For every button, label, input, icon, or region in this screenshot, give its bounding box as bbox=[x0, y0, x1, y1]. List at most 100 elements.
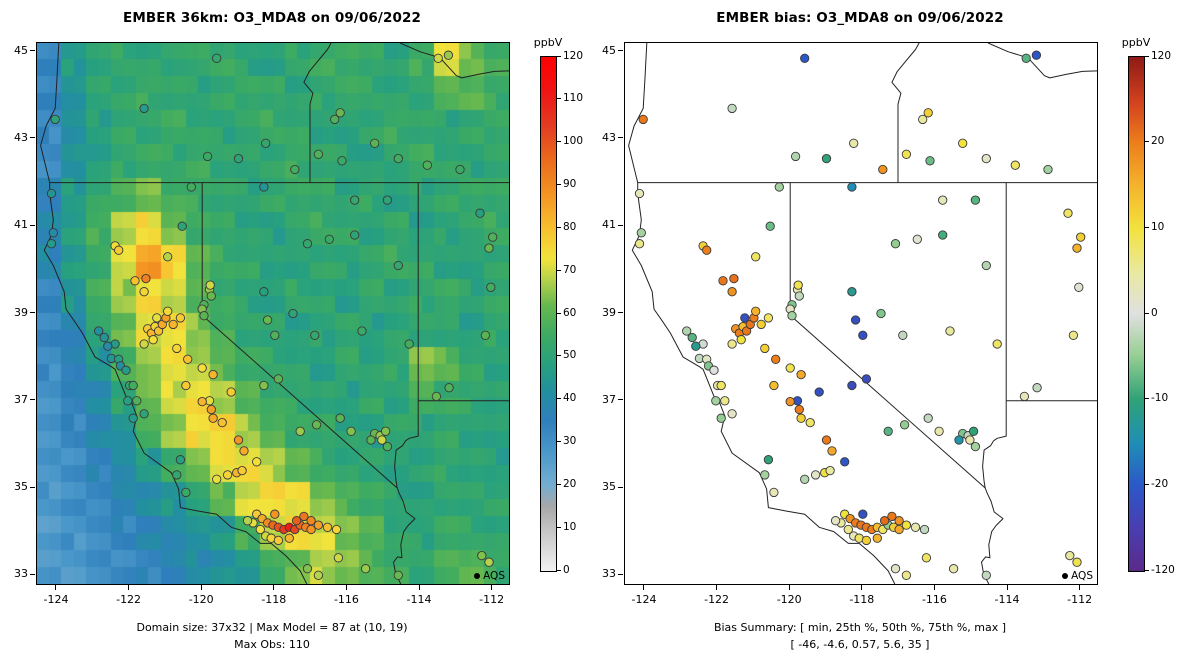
station-dot bbox=[890, 239, 901, 249]
station-dot bbox=[858, 509, 868, 519]
station-dot bbox=[948, 564, 959, 574]
colorbar-tick-label: -20 bbox=[1151, 477, 1169, 490]
colorbar-tick-mark bbox=[1145, 569, 1149, 571]
station-dot bbox=[175, 313, 186, 323]
station-dot bbox=[123, 396, 133, 406]
station-dot bbox=[709, 365, 719, 375]
x-tick-label: -114 bbox=[994, 593, 1020, 606]
station-dot bbox=[382, 441, 393, 452]
model-caption-line2: Max Obs: 110 bbox=[234, 638, 310, 651]
station-dot bbox=[404, 339, 414, 349]
x-tick-mark bbox=[933, 585, 935, 590]
y-tick-mark bbox=[618, 486, 623, 488]
station-dot bbox=[1072, 557, 1082, 567]
station-dot bbox=[172, 343, 182, 354]
obs-stations-layer bbox=[46, 50, 498, 580]
station-dot bbox=[208, 369, 218, 380]
station-dot bbox=[433, 53, 443, 63]
y-tick-label: 41 bbox=[14, 218, 28, 232]
aqs-legend: AQS bbox=[474, 570, 505, 582]
station-dot bbox=[163, 252, 173, 262]
bias-colorbar bbox=[1128, 56, 1145, 572]
colorbar-tick-mark bbox=[557, 184, 561, 185]
station-dot bbox=[878, 164, 888, 175]
y-tick-label: 45 bbox=[602, 43, 616, 57]
station-dot bbox=[843, 524, 853, 535]
station-dot bbox=[756, 319, 766, 330]
y-tick-label: 41 bbox=[602, 218, 616, 232]
station-dot bbox=[923, 108, 933, 118]
x-tick-label: -124 bbox=[631, 593, 657, 606]
station-dot bbox=[1019, 391, 1030, 402]
station-dot bbox=[197, 396, 207, 407]
station-dot bbox=[814, 387, 824, 397]
station-dot bbox=[1010, 160, 1020, 170]
station-dot bbox=[636, 228, 646, 238]
x-tick-label: -122 bbox=[116, 593, 142, 606]
station-dot bbox=[484, 557, 494, 567]
station-dot bbox=[765, 221, 775, 231]
station-dot bbox=[965, 435, 975, 445]
station-dot bbox=[785, 396, 795, 407]
station-dot bbox=[302, 239, 313, 249]
station-dot bbox=[954, 435, 964, 445]
station-dot bbox=[876, 308, 886, 319]
station-dot bbox=[443, 50, 454, 60]
station-dot bbox=[1032, 383, 1042, 393]
station-dot bbox=[769, 380, 779, 391]
colorbar-tick-label: 100 bbox=[563, 135, 584, 148]
station-dot bbox=[350, 195, 360, 205]
station-dot bbox=[484, 243, 494, 253]
colorbar-tick-label: 110 bbox=[563, 92, 584, 105]
x-tick-mark bbox=[273, 585, 275, 590]
station-dot bbox=[48, 228, 58, 238]
y-tick-label: 43 bbox=[14, 130, 28, 144]
station-dot bbox=[634, 239, 645, 249]
station-dot bbox=[273, 535, 284, 546]
station-dot bbox=[177, 221, 187, 231]
station-dot bbox=[181, 380, 191, 391]
station-dot bbox=[769, 487, 779, 498]
border-or_id bbox=[891, 43, 920, 183]
station-dot bbox=[311, 420, 322, 430]
border-colorado_river_south bbox=[981, 487, 1004, 584]
station-dot bbox=[751, 306, 761, 316]
station-dot bbox=[827, 446, 837, 456]
station-dot bbox=[324, 234, 334, 244]
border-id_mt bbox=[399, 43, 509, 79]
station-dot bbox=[716, 413, 726, 423]
y-tick-mark bbox=[30, 50, 35, 52]
station-dot bbox=[794, 291, 804, 301]
station-dot bbox=[687, 332, 697, 343]
station-dot bbox=[270, 330, 280, 340]
station-dot bbox=[787, 311, 797, 321]
colorbar-tick-label: 0 bbox=[563, 563, 570, 576]
station-dot bbox=[132, 396, 142, 406]
station-dot bbox=[1063, 208, 1073, 218]
station-dot bbox=[103, 341, 113, 351]
station-dot bbox=[793, 280, 803, 290]
colorbar-tick-label: 120 bbox=[563, 49, 584, 62]
station-dot bbox=[727, 103, 737, 114]
model-title: EMBER 36km: O3_MDA8 on 09/06/2022 bbox=[123, 10, 421, 26]
colorbar-tick-mark bbox=[557, 441, 561, 442]
border-nv_az_river bbox=[982, 400, 1007, 489]
aqs-legend-label: AQS bbox=[483, 570, 505, 582]
station-dot bbox=[849, 138, 859, 148]
station-dot bbox=[702, 245, 712, 255]
station-dot bbox=[934, 426, 944, 436]
colorbar-tick-label: 90 bbox=[563, 178, 577, 190]
colorbar-tick-label: 70 bbox=[563, 263, 577, 276]
station-dot bbox=[222, 470, 233, 480]
station-dot bbox=[840, 457, 850, 467]
y-tick-label: 43 bbox=[602, 130, 616, 144]
station-dot bbox=[290, 164, 300, 175]
station-dot bbox=[912, 234, 922, 244]
station-dot bbox=[259, 380, 269, 391]
station-dot bbox=[727, 409, 737, 419]
station-dot bbox=[259, 287, 269, 297]
x-tick-mark bbox=[55, 585, 57, 590]
y-tick-mark bbox=[618, 573, 623, 575]
station-dot bbox=[901, 149, 912, 159]
